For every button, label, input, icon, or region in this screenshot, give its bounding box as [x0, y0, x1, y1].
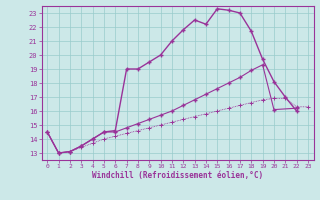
X-axis label: Windchill (Refroidissement éolien,°C): Windchill (Refroidissement éolien,°C) [92, 171, 263, 180]
